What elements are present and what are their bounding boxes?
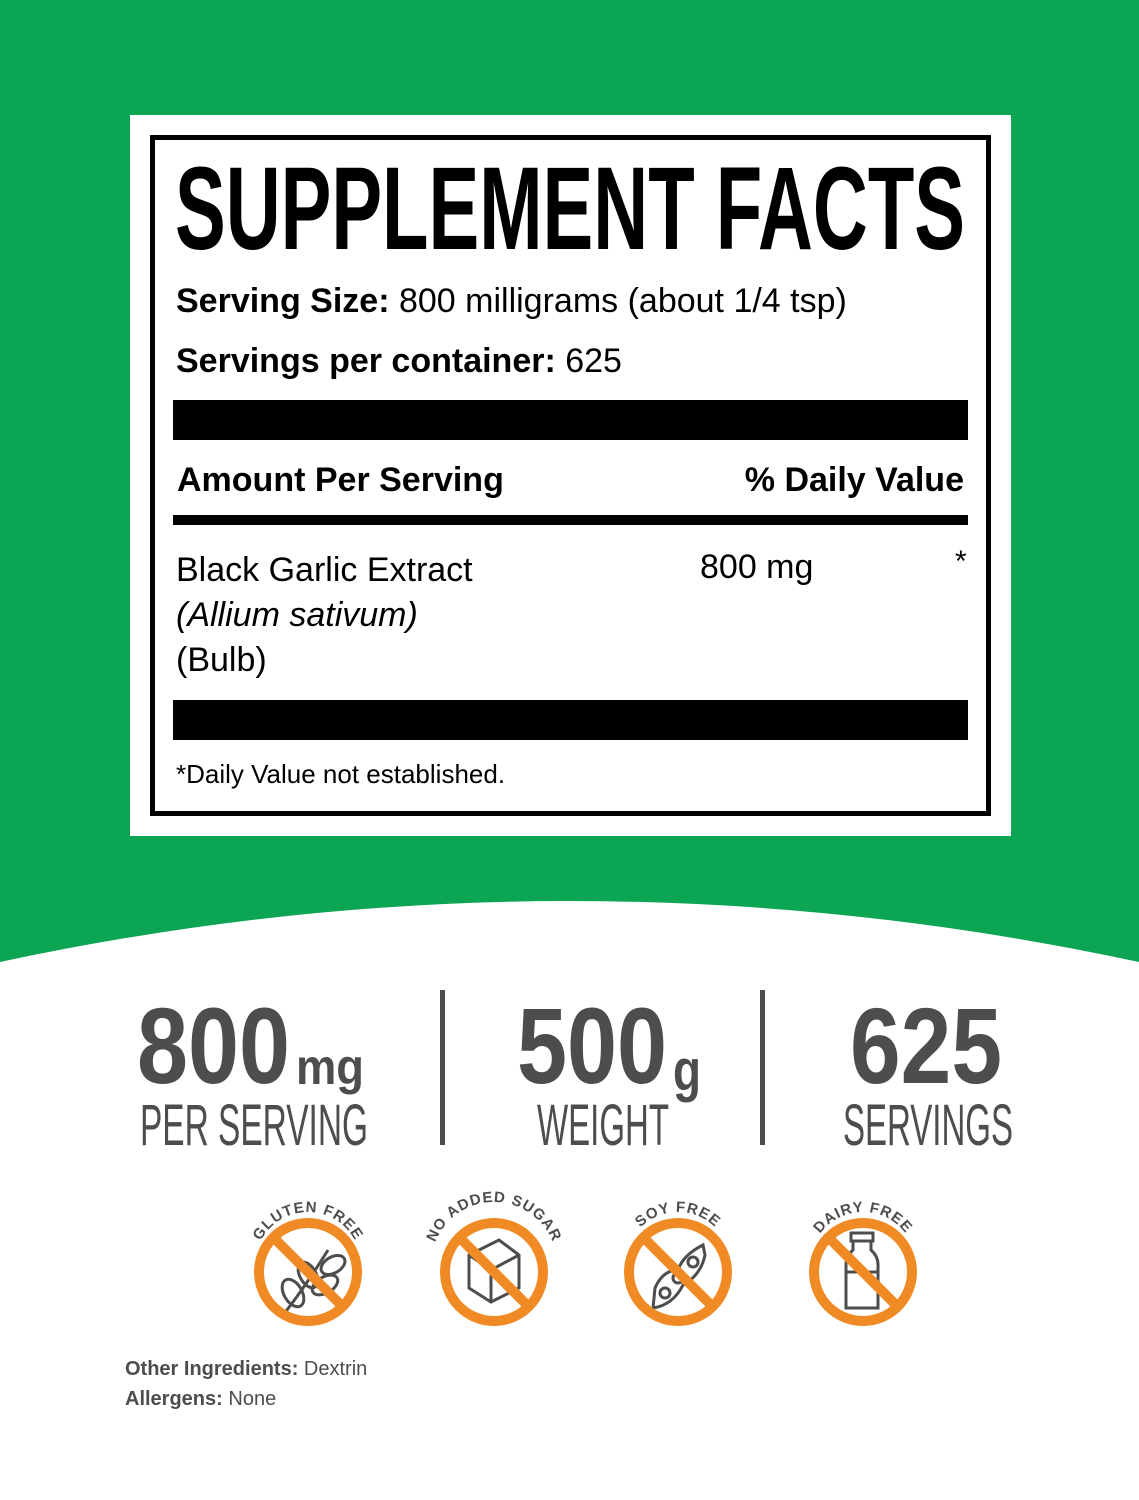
badge-no-added-sugar: NO ADDED SUGAR — [423, 1190, 565, 1326]
amount-header: Amount Per Serving — [177, 461, 504, 499]
other-ingredients-value: Dextrin — [303, 1358, 368, 1380]
serving-size: Serving Size: 800 milligrams (about 1/4 … — [176, 282, 847, 321]
stat-per-serving: 800 mg — [137, 992, 364, 1100]
stat-label: PER SERVING — [140, 1093, 368, 1158]
facts-title: SUPPLEMENT FACTS — [175, 143, 965, 275]
stat-weight: 500 g — [517, 992, 701, 1100]
ingredient-name: Black Garlic Extract — [176, 551, 473, 589]
ingredient-row: Black Garlic Extract (Allium sativum) (B… — [176, 548, 473, 683]
thick-divider — [173, 400, 968, 440]
stat-label: WEIGHT — [537, 1093, 669, 1158]
ingredient-latin: (Allium sativum) — [176, 596, 418, 634]
other-ingredients: Other Ingredients: Dextrin — [125, 1358, 367, 1381]
servings-per-container: Servings per container: 625 — [176, 342, 622, 381]
stat-value: 625 — [850, 985, 1002, 1106]
servings-label: Servings per container: — [176, 342, 556, 380]
stat-separator — [760, 990, 765, 1145]
thick-divider-bottom — [173, 700, 968, 740]
footnote: *Daily Value not established. — [176, 759, 506, 789]
svg-text:DAIRY FREE: DAIRY FREE — [810, 1199, 916, 1237]
stat-value: 500 — [517, 985, 667, 1106]
servings-value: 625 — [565, 342, 622, 380]
dv-header: % Daily Value — [744, 461, 964, 499]
badge-label: DAIRY FREE — [810, 1199, 915, 1237]
serving-size-label: Serving Size: — [176, 282, 390, 320]
svg-text:NO ADDED SUGAR: NO ADDED SUGAR — [423, 1190, 565, 1244]
allergens-value: None — [228, 1388, 277, 1410]
other-ingredients-label: Other Ingredients: — [125, 1358, 299, 1380]
stat-separator — [440, 990, 445, 1145]
badge-soy-free: SOY FREE — [624, 1199, 732, 1326]
stat-servings: 625 — [850, 992, 1002, 1100]
allergens: Allergens: None — [125, 1388, 276, 1411]
stat-unit: g — [673, 1038, 701, 1103]
serving-size-value: 800 milligrams (about 1/4 tsp) — [398, 282, 847, 320]
ingredient-amount: 800 mg — [700, 548, 814, 586]
stat-unit: mg — [296, 1039, 364, 1095]
ingredient-dv: * — [955, 545, 967, 578]
badge-label: NO ADDED SUGAR — [423, 1190, 564, 1244]
ingredient-part: (Bulb) — [176, 641, 267, 679]
badge-gluten-free: GLUTEN FREE — [249, 1199, 366, 1326]
stat-value: 800 — [137, 985, 290, 1106]
divider — [173, 515, 968, 525]
badge-dairy-free: DAIRY FREE — [809, 1199, 917, 1326]
allergens-label: Allergens: — [125, 1388, 223, 1410]
facts-border — [150, 135, 991, 816]
stat-label: SERVINGS — [843, 1093, 1013, 1158]
